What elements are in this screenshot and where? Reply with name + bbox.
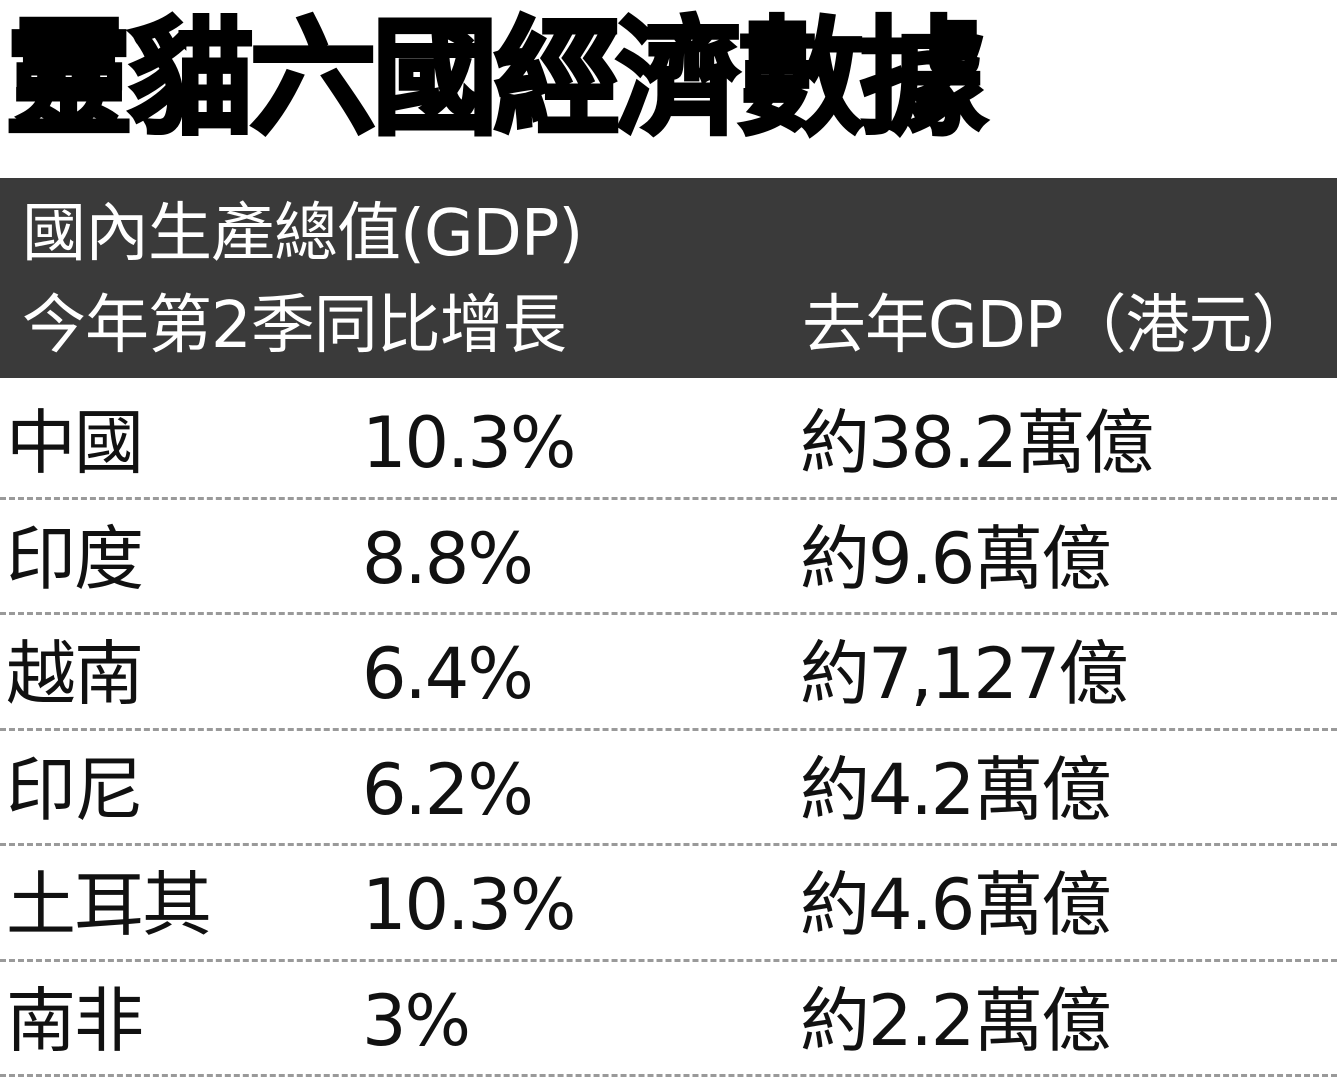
- gdp-cell: 約9.6萬億: [800, 517, 1111, 600]
- table-header: 國內生產總值(GDP) 今年第2季同比增長 去年GDP（港元）: [0, 178, 1337, 378]
- growth-cell: 10.3%: [362, 402, 576, 484]
- gdp-cell: 約38.2萬億: [800, 402, 1154, 484]
- growth-cell: 3%: [362, 979, 471, 1062]
- header-growth-column: 今年第2季同比增長: [22, 289, 567, 363]
- country-cell: 南非: [6, 979, 144, 1062]
- growth-cell: 10.3%: [362, 864, 576, 946]
- country-cell: 土耳其: [6, 864, 212, 946]
- gdp-cell: 約2.2萬億: [800, 979, 1111, 1062]
- country-cell: 中國: [6, 402, 144, 484]
- country-cell: 印尼: [6, 748, 144, 831]
- table-row: 中國 10.3% 約38.2萬億: [0, 384, 1337, 500]
- country-cell: 印度: [6, 517, 144, 600]
- page-title: 靈貓六國經濟數據: [4, 3, 988, 154]
- gdp-cell: 約7,127億: [800, 633, 1128, 715]
- country-cell: 越南: [6, 633, 144, 715]
- table-row: 印尼 6.2% 約4.2萬億: [0, 731, 1337, 846]
- growth-cell: 8.8%: [362, 517, 534, 600]
- growth-cell: 6.2%: [362, 748, 534, 831]
- table-row: 南非 3% 約2.2萬億: [0, 962, 1337, 1077]
- table-body: 中國 10.3% 約38.2萬億 印度 8.8% 約9.6萬億 越南 6.4% …: [0, 384, 1337, 1077]
- gdp-cell: 約4.6萬億: [800, 864, 1111, 946]
- table-row: 土耳其 10.3% 約4.6萬億: [0, 846, 1337, 962]
- table-row: 越南 6.4% 約7,127億: [0, 615, 1337, 731]
- gdp-cell: 約4.2萬億: [800, 748, 1111, 831]
- header-gdp-label: 國內生產總值(GDP): [22, 197, 583, 271]
- header-gdp-column: 去年GDP（港元）: [802, 289, 1315, 363]
- table-row: 印度 8.8% 約9.6萬億: [0, 500, 1337, 615]
- growth-cell: 6.4%: [362, 633, 534, 715]
